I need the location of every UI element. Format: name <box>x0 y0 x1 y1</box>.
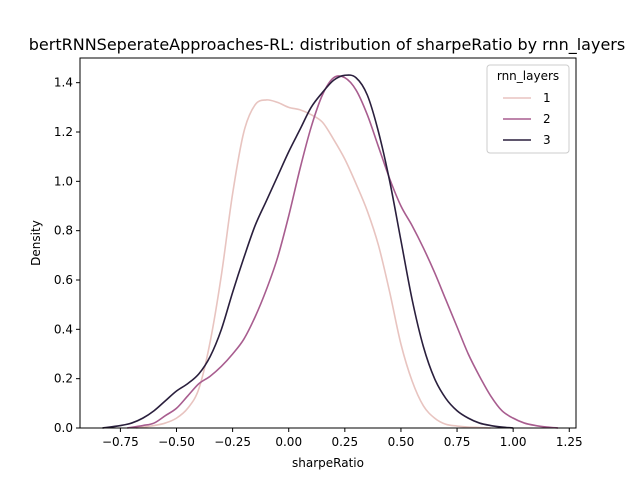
legend-items: 1 2 3 <box>503 91 551 147</box>
y-tick-label: 1.4 <box>54 76 73 90</box>
plot-frame <box>79 57 577 429</box>
x-axis-ticks: −0.75 −0.50 −0.25 0.00 0.25 0.50 0.75 1.00 1.25 <box>102 428 583 449</box>
axes <box>79 57 577 429</box>
y-tick-label: 1.0 <box>54 174 73 188</box>
x-tick-label: 0.50 <box>388 435 415 449</box>
legend: rnn_layers 1 2 3 <box>486 64 570 154</box>
x-tick-label: 0.25 <box>331 435 358 449</box>
x-tick-label: −0.50 <box>158 435 195 449</box>
series-line-1 <box>136 99 491 429</box>
y-tick-label: 0.4 <box>54 322 73 336</box>
x-tick-label: 0.75 <box>444 435 471 449</box>
series-line-2 <box>127 75 559 429</box>
legend-label-1: 1 <box>543 91 551 105</box>
x-tick-label: 1.25 <box>556 435 583 449</box>
legend-box <box>486 64 570 154</box>
y-tick-label: 0.8 <box>54 224 73 238</box>
legend-title: rnn_layers <box>497 69 559 83</box>
chart-title: bertRNNSeperateApproaches-RL: distributi… <box>29 35 625 55</box>
x-tick-label: 1.00 <box>500 435 527 449</box>
x-tick-label: 0.00 <box>275 435 302 449</box>
x-tick-label: −0.75 <box>102 435 139 449</box>
y-tick-label: 0.0 <box>54 421 73 435</box>
y-axis-ticks: 0.0 0.2 0.4 0.6 0.8 1.0 1.2 1.4 <box>54 76 80 435</box>
y-tick-label: 0.6 <box>54 273 73 287</box>
series-lines <box>102 74 559 429</box>
y-axis-label: Density <box>29 220 43 266</box>
y-tick-label: 0.2 <box>54 372 73 386</box>
x-tick-label: −0.25 <box>214 435 251 449</box>
y-tick-label: 1.2 <box>54 125 73 139</box>
series-line-3 <box>102 74 514 429</box>
x-axis-label: sharpeRatio <box>292 456 364 470</box>
legend-label-2: 2 <box>543 112 551 126</box>
legend-label-3: 3 <box>543 133 551 147</box>
